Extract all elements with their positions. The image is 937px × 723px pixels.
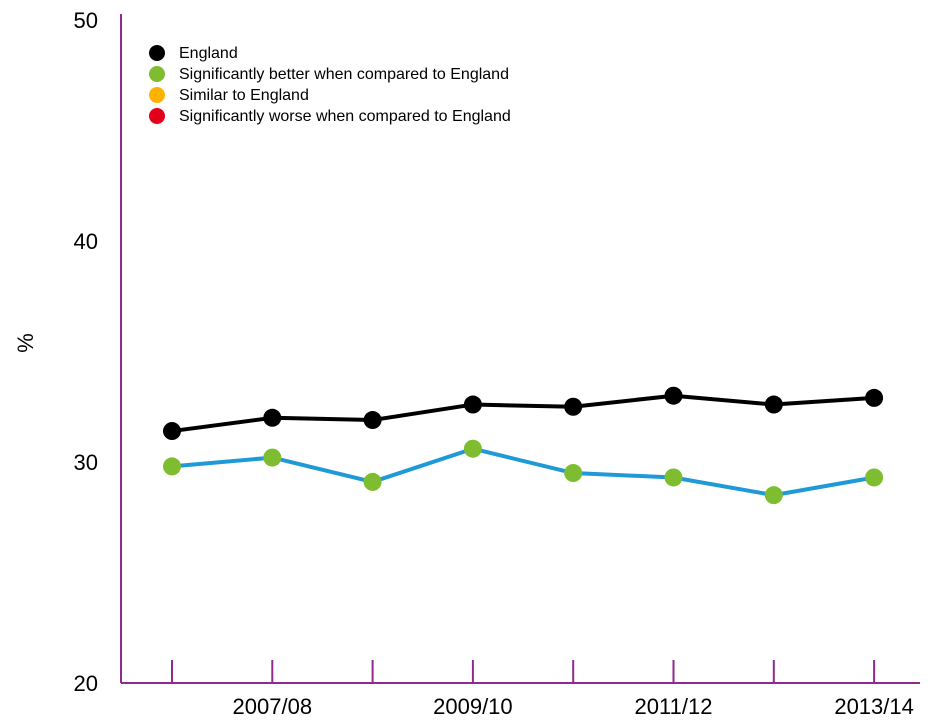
data-point [764, 395, 783, 414]
data-point [664, 468, 683, 487]
y-axis-title: % [13, 333, 38, 353]
legend-item: Significantly better when compared to En… [149, 66, 509, 83]
legend-label: England [179, 45, 238, 62]
data-point [564, 397, 583, 416]
series-line [171, 446, 875, 498]
legend-marker [149, 108, 165, 124]
y-tick-label: 20 [74, 671, 98, 696]
series-2 [163, 439, 884, 505]
data-point [564, 464, 583, 483]
data-point [463, 439, 482, 458]
series-layer [163, 386, 884, 505]
legend-marker [149, 87, 165, 103]
legend-label: Similar to England [179, 87, 309, 104]
legend-marker [149, 66, 165, 82]
legend-marker [149, 45, 165, 61]
data-point [163, 422, 181, 441]
data-point [263, 448, 282, 467]
data-point [263, 408, 282, 427]
x-tick-label: 2013/14 [834, 694, 914, 719]
legend-label: Significantly worse when compared to Eng… [179, 108, 511, 125]
x-tick-label: 2007/08 [233, 694, 313, 719]
data-point [865, 468, 884, 487]
legend-item: England [149, 45, 238, 62]
legend-item: Similar to England [149, 87, 309, 104]
y-tick-label: 40 [74, 229, 98, 254]
x-tick-label: 2009/10 [433, 694, 513, 719]
data-point [865, 388, 884, 407]
legend-label: Significantly better when compared to En… [179, 66, 509, 83]
legend-item: Significantly worse when compared to Eng… [149, 108, 511, 125]
x-tick-label: 2011/12 [635, 694, 713, 719]
y-tick-label: 30 [74, 450, 98, 475]
y-tick-label: 50 [74, 8, 98, 33]
data-point [163, 457, 181, 476]
data-point [463, 395, 482, 414]
data-point [363, 411, 382, 430]
axes [120, 14, 920, 684]
x-axis-ticks: 2007/08 2009/10 2011/12 2013/14 [171, 660, 914, 719]
y-axis-ticks: 20 30 40 50 [74, 8, 98, 696]
series-1 [163, 386, 884, 441]
legend: England Significantly better when compare… [149, 45, 511, 125]
series-line [171, 393, 875, 434]
data-point [764, 486, 783, 505]
data-point [363, 472, 382, 491]
data-point [664, 386, 683, 405]
